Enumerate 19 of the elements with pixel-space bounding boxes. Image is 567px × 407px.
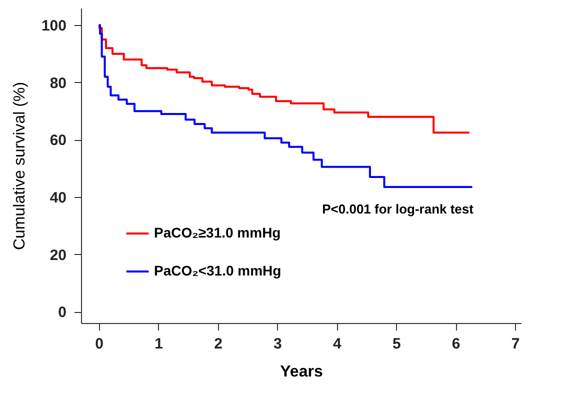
y-tick-label: 100 [41,18,66,35]
y-tick-label: 20 [50,246,66,264]
legend-label: PaCO₂<31.0 mmHg [154,262,282,278]
x-tick-label: 3 [274,336,282,352]
x-axis-title: Years [280,364,323,380]
x-tick-label: 4 [333,336,342,352]
y-tick-label: 0 [58,304,66,322]
annotation: P<0.001 for log-rank test [322,202,474,217]
x-tick-label: 7 [511,336,520,352]
y-axis-title: Cumulative survival (%) [11,82,28,250]
x-tick-label: 1 [154,336,163,352]
legend-label: PaCO₂≥31.0 mmHg [154,224,281,240]
y-tick-label: 60 [50,132,66,150]
x-tick-label: 2 [214,336,222,352]
y-tick-label: 40 [50,190,66,206]
x-tick-label: 6 [452,336,460,352]
y-tick-label: 80 [50,74,66,92]
x-tick-label: 5 [392,336,401,352]
x-tick-label: 0 [95,336,104,352]
